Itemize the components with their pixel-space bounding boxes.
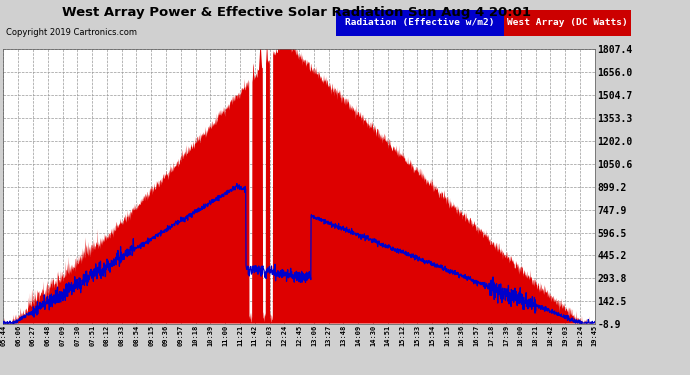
Text: West Array (DC Watts): West Array (DC Watts) <box>507 18 628 27</box>
Text: West Array Power & Effective Solar Radiation Sun Aug 4 20:01: West Array Power & Effective Solar Radia… <box>62 6 531 19</box>
Text: Copyright 2019 Cartronics.com: Copyright 2019 Cartronics.com <box>6 28 137 37</box>
Text: Radiation (Effective w/m2): Radiation (Effective w/m2) <box>345 18 495 27</box>
